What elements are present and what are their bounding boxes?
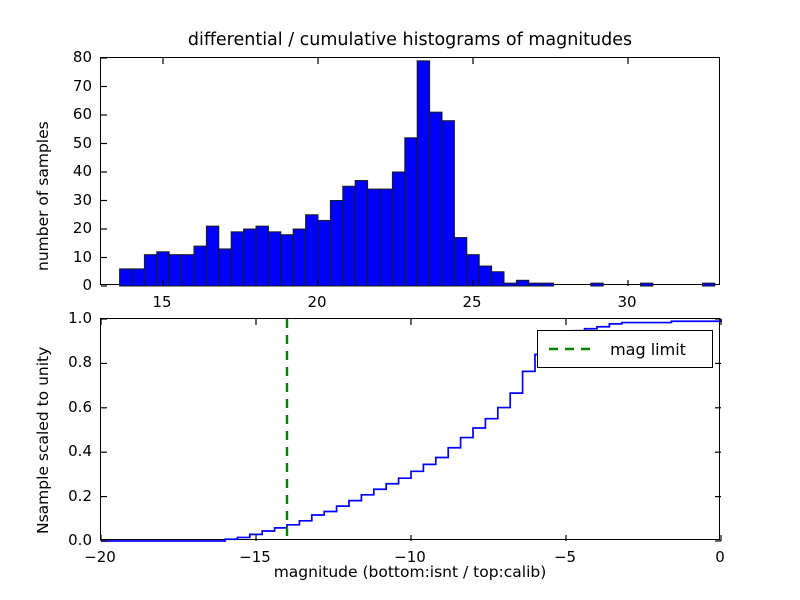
histogram-bar <box>367 188 381 287</box>
histogram-bar <box>119 268 133 287</box>
top-xtick-label: 30 <box>617 293 637 311</box>
bottom-xtick-label: −5 <box>553 548 577 566</box>
mag-limit-legend-swatch <box>549 347 591 351</box>
top-ytick-label: 0 <box>82 276 92 294</box>
top-ytick-label: 40 <box>72 162 92 180</box>
bottom-ytick-label: 0.0 <box>68 531 92 549</box>
histogram-bar <box>168 254 183 287</box>
histogram-bar <box>317 219 331 287</box>
bottom-xtick-label: −15 <box>239 548 271 566</box>
top-xtick-label: 15 <box>152 293 172 311</box>
legend-label-mag-limit: mag limit <box>610 339 686 359</box>
histogram-bar <box>503 282 517 287</box>
histogram-bar <box>391 171 406 287</box>
histogram-bar <box>429 111 443 287</box>
bottom-ytick-label: 0.6 <box>68 397 92 416</box>
histogram-bar <box>639 282 654 287</box>
top-xtick-label: 25 <box>462 293 482 311</box>
histogram-bar <box>491 271 505 287</box>
differential-histogram-axes <box>100 57 720 287</box>
top-xtick-label: 20 <box>307 293 327 311</box>
bottom-ytick-label: 1.0 <box>68 309 92 327</box>
differential-histogram-plot <box>101 57 716 287</box>
histogram-bar <box>280 234 294 287</box>
histogram-bar <box>218 248 232 287</box>
histogram-bar <box>701 282 716 287</box>
bottom-xtick-label: 0 <box>715 548 725 566</box>
histogram-bar <box>453 237 468 287</box>
top-ytick-label: 60 <box>72 105 92 123</box>
histogram-bar <box>515 279 530 287</box>
top-ytick-label: 20 <box>72 219 92 237</box>
top-ytick-label: 50 <box>72 133 92 152</box>
histogram-bar <box>416 60 431 287</box>
histogram-bar <box>193 245 207 287</box>
histogram-bar <box>540 282 555 287</box>
bottom-ytick-label: 0.2 <box>68 486 92 505</box>
figure-title: differential / cumulative histograms of … <box>187 30 633 50</box>
histogram-bar <box>305 214 319 287</box>
bottom-xtick-label: −20 <box>84 548 116 566</box>
histogram-bar <box>329 200 344 287</box>
histogram-bar <box>267 231 282 287</box>
histogram-bar <box>143 254 158 287</box>
top-ytick-label: 30 <box>72 190 92 209</box>
legend[interactable]: mag limit <box>537 330 713 368</box>
histogram-bar <box>478 265 493 287</box>
bottom-ytick-label: 0.4 <box>68 442 92 461</box>
histogram-bar <box>441 120 455 287</box>
bottom-ytick-label: 0.8 <box>68 353 92 372</box>
histogram-bar <box>292 228 307 287</box>
figure-xlabel: magnitude (bottom:isnt / top:calib) <box>273 563 547 581</box>
top-ytick-label: 80 <box>72 48 92 66</box>
histogram-bar <box>255 225 269 287</box>
histogram-bar <box>131 268 145 287</box>
histogram-bar <box>354 180 369 287</box>
bottom-panel-ylabel: Nsample scaled to unity <box>34 346 52 534</box>
top-ytick-label: 10 <box>72 247 92 266</box>
histogram-bar <box>342 185 356 287</box>
histogram-bar <box>379 188 393 287</box>
histogram-bar <box>528 282 542 287</box>
histogram-bar <box>243 228 257 287</box>
top-ytick-label: 70 <box>72 76 92 95</box>
histogram-bar <box>590 282 604 287</box>
histogram-bar <box>230 231 245 287</box>
histogram-bar <box>205 225 220 287</box>
bottom-xtick-label: −10 <box>394 548 426 566</box>
histogram-bar <box>181 254 195 287</box>
histogram-bar <box>404 137 418 287</box>
